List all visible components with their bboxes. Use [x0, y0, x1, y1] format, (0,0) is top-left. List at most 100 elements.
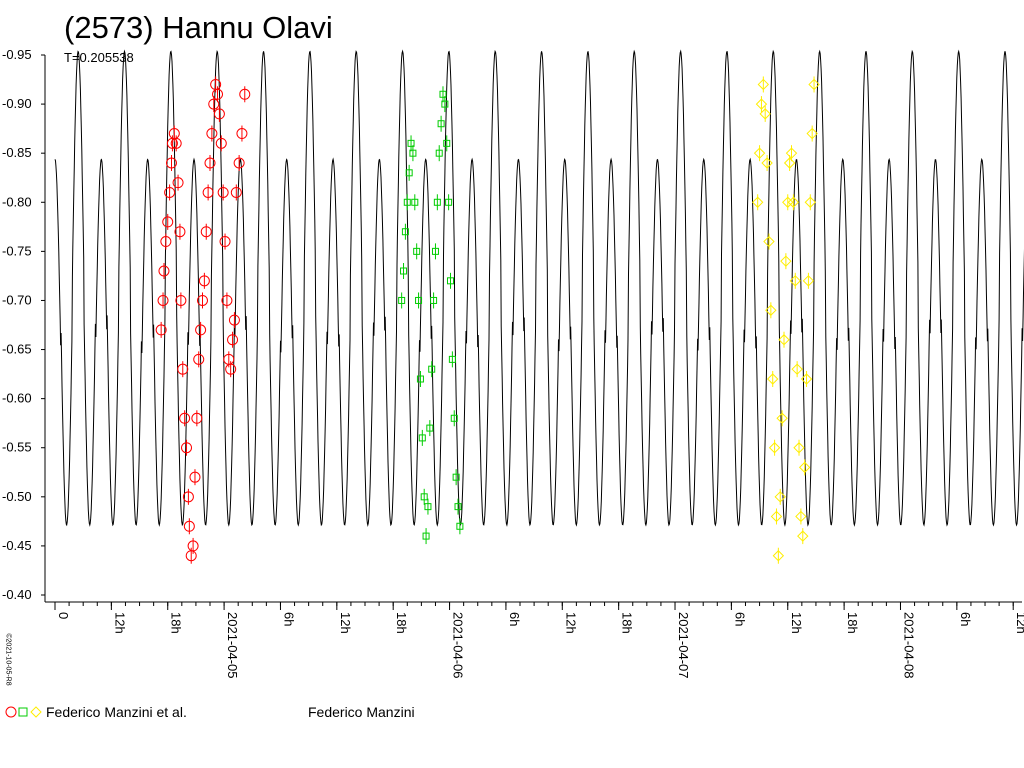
data-point	[431, 247, 439, 255]
legend-label: Federico Manzini et al.	[46, 704, 187, 720]
data-point	[196, 294, 208, 306]
data-point	[174, 226, 186, 238]
x-tick-label: 12h	[338, 612, 353, 634]
data-point	[755, 98, 768, 110]
data-point	[400, 267, 408, 275]
y-tick-label: -0.65	[2, 342, 32, 357]
data-point	[768, 442, 781, 454]
data-point	[418, 434, 426, 442]
data-point	[239, 88, 251, 100]
data-point	[778, 334, 790, 346]
data-point	[757, 78, 770, 91]
y-tick-label: -0.90	[2, 96, 32, 111]
data-point	[236, 128, 248, 140]
data-point	[195, 324, 207, 336]
data-point	[804, 196, 817, 208]
data-point	[426, 424, 434, 432]
credit-label: Federico Manzini	[308, 704, 415, 720]
y-tick-label: -0.95	[2, 47, 32, 62]
data-point	[401, 228, 409, 236]
x-tick-label: 6h	[281, 612, 296, 626]
x-tick-label: 2021-04-05	[225, 612, 240, 679]
x-tick-label: 2021-04-06	[451, 612, 466, 679]
data-point	[761, 157, 773, 169]
data-point	[208, 98, 220, 110]
data-point	[213, 108, 225, 120]
data-point	[787, 196, 800, 208]
data-point	[795, 510, 807, 523]
data-point	[215, 137, 227, 149]
data-point	[177, 363, 189, 375]
data-point	[225, 363, 237, 375]
data-point	[808, 78, 820, 91]
legend: Federico Manzini et al.	[4, 704, 187, 720]
y-tick-label: -0.60	[2, 391, 32, 406]
data-point	[193, 353, 205, 365]
data-point	[439, 90, 447, 98]
legend-markers	[5, 706, 42, 718]
data-point	[751, 196, 764, 208]
x-tick-label: 2021-04-07	[676, 612, 691, 679]
data-point	[162, 216, 174, 228]
data-point	[789, 275, 801, 287]
data-point	[217, 186, 229, 198]
data-point	[452, 473, 460, 481]
data-point	[767, 373, 779, 385]
data-point	[443, 139, 451, 147]
data-point	[172, 177, 184, 189]
x-tick-label: 12h	[112, 612, 127, 634]
data-point	[413, 247, 421, 255]
data-point	[782, 196, 794, 208]
x-tick-label: 12h	[789, 612, 804, 634]
data-point	[437, 120, 445, 128]
data-point	[200, 226, 212, 238]
data-point	[770, 510, 783, 523]
data-point	[170, 137, 182, 149]
data-point	[221, 294, 233, 306]
data-point	[424, 503, 432, 511]
data-point	[759, 108, 771, 120]
y-tick-label: -0.85	[2, 145, 32, 160]
data-point	[448, 355, 456, 363]
x-tick-label: 6h	[507, 612, 522, 626]
data-point	[165, 157, 177, 169]
data-point	[783, 157, 796, 169]
data-point	[398, 296, 406, 304]
data-point	[798, 461, 811, 474]
data-point	[175, 294, 187, 306]
data-point	[415, 296, 423, 304]
data-point	[456, 522, 464, 530]
data-point	[793, 442, 805, 454]
y-tick-label: -0.70	[2, 292, 32, 307]
data-point	[160, 236, 172, 248]
y-tick-label: -0.40	[2, 587, 32, 602]
data-point	[198, 275, 210, 287]
x-tick-label: 12h	[563, 612, 578, 634]
x-tick-label: 2021-04-08	[901, 612, 916, 679]
data-point	[206, 128, 218, 140]
data-point	[155, 324, 167, 336]
data-point	[181, 442, 193, 454]
data-point	[446, 277, 454, 285]
data-point	[422, 532, 430, 540]
data-point	[454, 503, 462, 511]
data-point	[780, 255, 792, 267]
data-point	[753, 147, 766, 159]
y-tick-label: -0.55	[2, 440, 32, 455]
data-point	[416, 375, 424, 383]
data-point	[450, 414, 458, 422]
data-point	[202, 186, 214, 198]
data-point	[233, 157, 245, 169]
data-point	[806, 127, 818, 140]
data-point	[763, 235, 775, 248]
data-point	[411, 198, 419, 206]
y-tick-label: -0.45	[2, 538, 32, 553]
x-tick-label: 18h	[620, 612, 635, 634]
x-tick-label: 18h	[169, 612, 184, 634]
data-point	[441, 100, 449, 108]
data-point	[405, 169, 413, 177]
data-point	[433, 198, 441, 206]
legend-square-marker	[18, 707, 28, 717]
version-label: ©2021-10-05-R8	[4, 633, 12, 686]
